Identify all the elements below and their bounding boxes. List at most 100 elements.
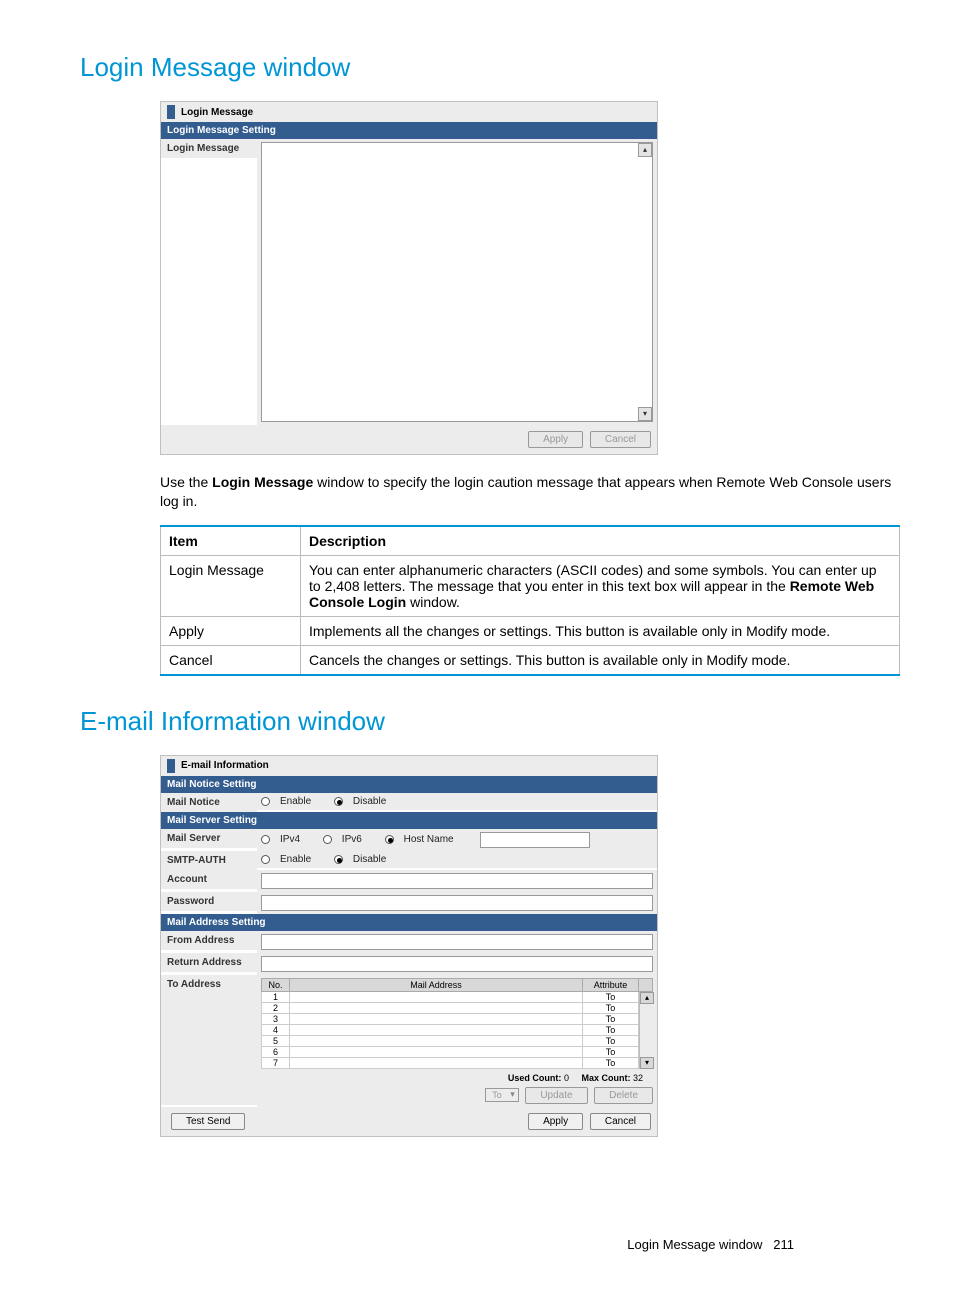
radio-ipv4[interactable]: IPv4 — [261, 834, 310, 845]
cell-mail — [290, 1035, 583, 1046]
login-message-textarea[interactable]: ▴ ▾ — [261, 142, 653, 422]
radio-icon — [261, 855, 270, 864]
radio-smtp-enable[interactable]: Enable — [261, 854, 321, 865]
table-row: Apply Implements all the changes or sett… — [161, 616, 900, 645]
account-input[interactable] — [261, 873, 653, 889]
max-count-label: Max Count: — [581, 1073, 630, 1083]
item-cell: Cancel — [161, 645, 301, 675]
mail-notice-label: Mail Notice — [161, 793, 257, 812]
table-row[interactable]: 5 To — [262, 1035, 653, 1046]
table-row[interactable]: 1 To — [262, 991, 653, 1002]
cell-mail — [290, 1046, 583, 1057]
radio-ipv6[interactable]: IPv6 — [323, 834, 372, 845]
th-description: Description — [301, 526, 900, 556]
cancel-button[interactable]: Cancel — [590, 1113, 651, 1130]
cell-attr: To — [583, 991, 639, 1002]
table-scrollbar[interactable]: ▴ ▾ — [639, 992, 653, 1069]
cell-no: 3 — [262, 1013, 290, 1024]
th-item: Item — [161, 526, 301, 556]
counts-row: Used Count: 0 Max Count: 32 — [261, 1073, 653, 1083]
cell-attr: To — [583, 1024, 639, 1035]
radio-icon — [323, 835, 332, 844]
th-attribute: Attribute — [583, 978, 639, 991]
radio-icon — [261, 835, 270, 844]
return-address-label: Return Address — [161, 953, 257, 972]
item-cell: Apply — [161, 616, 301, 645]
scroll-down-icon[interactable]: ▾ — [640, 1057, 654, 1069]
update-button[interactable]: Update — [525, 1087, 587, 1104]
desc-cell: You can enter alphanumeric characters (A… — [301, 555, 900, 616]
radio-icon — [334, 855, 343, 864]
cell-mail — [290, 991, 583, 1002]
cell-attr: To — [583, 1035, 639, 1046]
from-address-input[interactable] — [261, 934, 653, 950]
login-message-screenshot: Login Message Login Message Setting Logi… — [160, 101, 658, 455]
section-bar-server: Mail Server Setting — [161, 812, 657, 829]
cell-no: 1 — [262, 991, 290, 1002]
footer-bar: Test Send Apply Cancel — [161, 1107, 657, 1136]
th-mail-address: Mail Address — [290, 978, 583, 991]
scroll-up-icon[interactable]: ▴ — [640, 992, 654, 1004]
mail-server-label: Mail Server — [161, 829, 257, 848]
section-bar-login-setting: Login Message Setting — [161, 122, 657, 139]
table-row[interactable]: 7 To — [262, 1057, 653, 1068]
cell-no: 5 — [262, 1035, 290, 1046]
return-address-input[interactable] — [261, 956, 653, 972]
attribute-select[interactable]: To — [485, 1088, 519, 1102]
item-cell: Login Message — [161, 555, 301, 616]
intro-paragraph: Use the Login Message window to specify … — [160, 473, 900, 511]
scroll-up-icon[interactable]: ▴ — [638, 143, 652, 157]
to-address-table: No. Mail Address Attribute 1To2To3To4To5… — [261, 978, 653, 1069]
heading-login-message: Login Message window — [80, 52, 874, 83]
scroll-down-icon[interactable]: ▾ — [638, 407, 652, 421]
cell-no: 6 — [262, 1046, 290, 1057]
to-address-label: To Address — [161, 975, 257, 1105]
desc-cell: Cancels the changes or settings. This bu… — [301, 645, 900, 675]
cell-no: 7 — [262, 1057, 290, 1068]
section-bar-address: Mail Address Setting — [161, 914, 657, 931]
footer-page-number: 211 — [773, 1237, 794, 1252]
email-info-screenshot: E-mail Information Mail Notice Setting M… — [160, 755, 658, 1137]
window-title-bar: Login Message — [161, 102, 657, 122]
used-count-value: 0 — [564, 1073, 569, 1083]
page-footer: Login Message window 211 — [80, 1237, 794, 1252]
apply-button[interactable]: Apply — [528, 1113, 583, 1130]
desc-cell: Implements all the changes or settings. … — [301, 616, 900, 645]
cell-mail — [290, 1057, 583, 1068]
title-marker-icon — [167, 105, 175, 119]
cancel-button[interactable]: Cancel — [590, 431, 651, 448]
table-row[interactable]: 4 To — [262, 1024, 653, 1035]
heading-email-info: E-mail Information window — [80, 706, 874, 737]
window-title: E-mail Information — [181, 760, 269, 771]
cell-attr: To — [583, 1057, 639, 1068]
test-send-button[interactable]: Test Send — [171, 1113, 245, 1130]
description-table: Item Description Login Message You can e… — [160, 525, 900, 676]
max-count-value: 32 — [633, 1073, 643, 1083]
cell-attr: To — [583, 1013, 639, 1024]
password-input[interactable] — [261, 895, 653, 911]
table-row[interactable]: 2 To — [262, 1002, 653, 1013]
used-count-label: Used Count: — [508, 1073, 562, 1083]
table-row[interactable]: 6To — [262, 1046, 653, 1057]
apply-button[interactable]: Apply — [528, 431, 583, 448]
radio-hostname[interactable]: Host Name — [385, 834, 464, 845]
delete-button[interactable]: Delete — [594, 1087, 653, 1104]
hostname-input[interactable] — [480, 832, 590, 848]
intro-pre: Use the — [160, 474, 212, 490]
radio-icon — [261, 797, 270, 806]
table-row: Login Message You can enter alphanumeric… — [161, 555, 900, 616]
radio-icon — [334, 797, 343, 806]
radio-enable[interactable]: Enable — [261, 796, 321, 807]
footer-bar: Apply Cancel — [161, 425, 657, 454]
section-bar-notice: Mail Notice Setting — [161, 776, 657, 793]
smtp-auth-label: SMTP-AUTH — [161, 851, 257, 870]
table-row[interactable]: 3 To — [262, 1013, 653, 1024]
radio-smtp-disable[interactable]: Disable — [334, 854, 396, 865]
password-label: Password — [161, 892, 257, 911]
radio-disable[interactable]: Disable — [334, 796, 396, 807]
intro-bold: Login Message — [212, 474, 313, 490]
login-message-label: Login Message — [161, 139, 257, 158]
cell-no: 2 — [262, 1002, 290, 1013]
cell-no: 4 — [262, 1024, 290, 1035]
cell-attr: To — [583, 1002, 639, 1013]
